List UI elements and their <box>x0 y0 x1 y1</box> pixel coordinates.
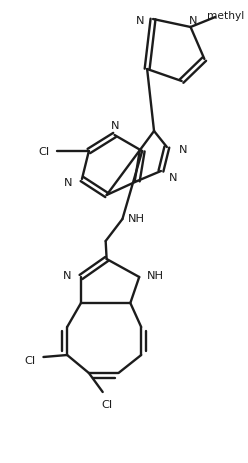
Text: NH: NH <box>147 270 164 281</box>
Text: N: N <box>64 178 72 188</box>
Text: N: N <box>178 144 187 155</box>
Text: N: N <box>169 173 177 182</box>
Text: N: N <box>136 16 145 26</box>
Text: N: N <box>189 16 198 26</box>
Text: N: N <box>111 121 120 131</box>
Text: NH: NH <box>128 213 145 224</box>
Text: N: N <box>63 270 71 281</box>
Text: Cl: Cl <box>101 399 112 409</box>
Text: Cl: Cl <box>24 355 35 365</box>
Text: Cl: Cl <box>38 147 49 156</box>
Text: methyl: methyl <box>207 11 244 21</box>
